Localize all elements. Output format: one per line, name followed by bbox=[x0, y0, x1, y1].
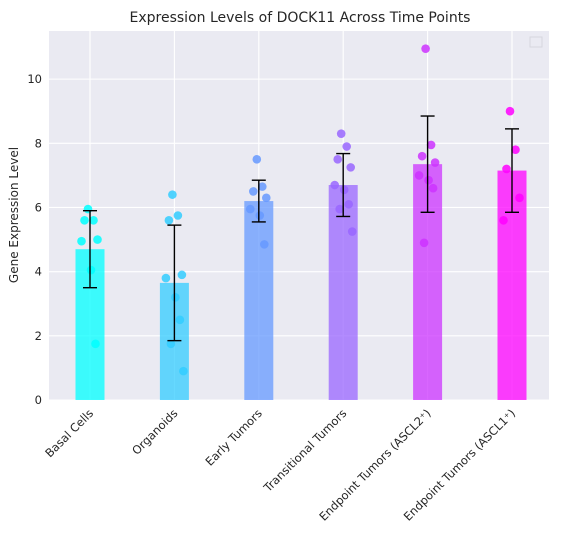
y-tick-label-3: 6 bbox=[35, 200, 42, 214]
data-points bbox=[77, 44, 524, 376]
point-0-4 bbox=[77, 236, 86, 246]
point-1-2 bbox=[164, 216, 174, 225]
point-3-7 bbox=[335, 204, 345, 214]
x-tick-label-1: Organoids bbox=[129, 406, 180, 457]
point-0-6 bbox=[91, 339, 100, 349]
point-4-2 bbox=[417, 151, 427, 161]
point-0-5 bbox=[86, 265, 96, 275]
point-3-4 bbox=[330, 180, 340, 190]
point-5-2 bbox=[502, 164, 511, 174]
point-4-6 bbox=[428, 183, 438, 193]
x-tick-label-3: Transitional Tumors bbox=[260, 406, 349, 495]
legend-box bbox=[529, 36, 543, 48]
point-1-4 bbox=[161, 273, 171, 283]
point-2-6 bbox=[260, 240, 269, 249]
point-4-7 bbox=[419, 238, 429, 248]
point-4-0 bbox=[421, 44, 430, 53]
point-0-1 bbox=[89, 216, 98, 225]
point-3-5 bbox=[339, 185, 349, 195]
point-2-3 bbox=[262, 193, 271, 203]
y-axis-title: Gene Expression Level bbox=[7, 147, 21, 283]
bar-2 bbox=[244, 201, 274, 400]
point-3-2 bbox=[333, 155, 343, 164]
point-2-0 bbox=[252, 155, 262, 164]
point-3-3 bbox=[346, 163, 356, 172]
point-1-6 bbox=[175, 315, 185, 325]
point-1-5 bbox=[171, 293, 180, 302]
point-1-0 bbox=[168, 190, 177, 199]
x-tick-label-2: Early Tumors bbox=[203, 406, 265, 468]
point-4-1 bbox=[426, 140, 436, 150]
point-2-2 bbox=[249, 187, 258, 196]
point-1-3 bbox=[177, 270, 187, 280]
y-tick-label-1: 2 bbox=[35, 329, 42, 343]
point-1-1 bbox=[173, 211, 183, 220]
point-4-5 bbox=[424, 175, 433, 185]
point-3-1 bbox=[342, 142, 352, 151]
point-2-5 bbox=[255, 211, 265, 220]
point-2-1 bbox=[258, 182, 267, 191]
y-tick-labels: 0 2 4 6 8 10 bbox=[27, 72, 42, 407]
point-0-2 bbox=[80, 216, 89, 225]
point-4-3 bbox=[430, 158, 440, 167]
bars bbox=[75, 164, 527, 400]
chart-title: Expression Levels of DOCK11 Across Time … bbox=[130, 10, 471, 26]
x-tick-label-0: Basal Cells bbox=[42, 406, 96, 460]
y-tick-label-4: 8 bbox=[35, 136, 42, 150]
point-0-3 bbox=[93, 235, 102, 244]
point-1-8 bbox=[179, 366, 188, 376]
y-tick-label-2: 4 bbox=[35, 265, 42, 279]
point-5-3 bbox=[515, 193, 524, 203]
point-5-4 bbox=[499, 216, 508, 225]
point-3-0 bbox=[336, 129, 346, 138]
point-2-4 bbox=[246, 204, 255, 214]
plot-area bbox=[49, 31, 549, 400]
error-bars bbox=[83, 115, 519, 342]
x-tick-labels: Basal Cells Organoids Early TumorsTransiti… bbox=[42, 406, 518, 523]
point-5-0 bbox=[505, 106, 515, 116]
point-5-1 bbox=[511, 145, 520, 155]
point-3-6 bbox=[344, 199, 354, 209]
y-tick-label-5: 10 bbox=[27, 72, 42, 86]
point-3-8 bbox=[347, 227, 357, 236]
point-0-0 bbox=[83, 204, 93, 214]
point-4-4 bbox=[414, 171, 424, 180]
bar-3 bbox=[328, 185, 358, 400]
y-tick-label-0: 0 bbox=[35, 393, 42, 407]
point-1-7 bbox=[166, 339, 176, 349]
